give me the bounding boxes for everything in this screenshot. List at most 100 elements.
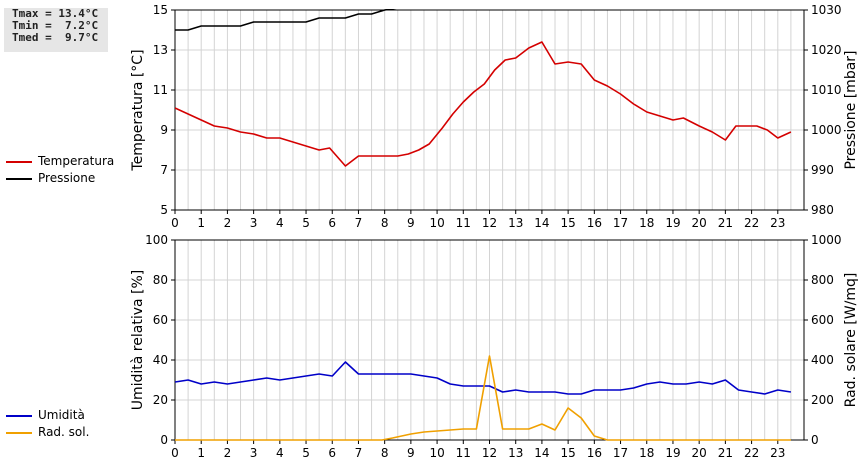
x-tick-label: 22 <box>744 446 759 460</box>
x-tick-label: 22 <box>744 216 759 230</box>
x-tick-label: 3 <box>250 216 258 230</box>
legend-top: Temperatura Pressione <box>6 153 114 187</box>
x-tick-label: 1 <box>197 216 205 230</box>
x-tick-label: 0 <box>171 216 179 230</box>
x-tick-label: 18 <box>639 446 654 460</box>
x-tick-label: 4 <box>276 216 284 230</box>
y-left-axis-label: Umidità relativa [%] <box>130 270 146 411</box>
legend-item-rad-sol: Rad. sol. <box>6 424 89 441</box>
y-left-tick-label: 7 <box>160 163 168 177</box>
stat-tmed: Tmed = 9.7°C <box>12 31 99 44</box>
x-tick-label: 18 <box>639 216 654 230</box>
x-tick-label: 8 <box>381 216 389 230</box>
x-tick-label: 15 <box>560 446 575 460</box>
y-left-axis-label: Temperatura [°C] <box>130 49 146 171</box>
x-tick-label: 11 <box>456 446 471 460</box>
y-left-tick-label: 40 <box>153 353 168 367</box>
x-tick-label: 12 <box>482 446 497 460</box>
y-left-tick-label: 11 <box>153 83 168 97</box>
stat-tmax: Tmax = 13.4°C <box>12 7 99 20</box>
y-right-tick-label: 1000 <box>811 233 842 247</box>
x-tick-label: 5 <box>302 216 310 230</box>
y-right-tick-label: 800 <box>811 273 834 287</box>
legend-label-temperatura: Temperatura <box>38 154 115 168</box>
y-left-tick-label: 60 <box>153 313 168 327</box>
x-tick-label: 10 <box>429 446 444 460</box>
legend-label-umidita: Umidità <box>38 408 85 422</box>
x-tick-label: 17 <box>613 216 628 230</box>
legend-item-pressione: Pressione <box>6 170 114 187</box>
x-tick-label: 7 <box>355 216 363 230</box>
x-tick-label: 3 <box>250 446 258 460</box>
series-line-pressione <box>175 9 397 31</box>
x-tick-label: 4 <box>276 446 284 460</box>
y-right-tick-label: 1030 <box>811 3 842 17</box>
y-right-tick-label: 200 <box>811 393 834 407</box>
legend-bottom: Umidità Rad. sol. <box>6 407 89 441</box>
x-tick-label: 17 <box>613 446 628 460</box>
x-tick-label: 1 <box>197 446 205 460</box>
stats-box: Tmax = 13.4°C Tmin = 7.2°C Tmed = 9.7°C <box>4 8 108 52</box>
x-tick-label: 19 <box>665 216 680 230</box>
legend-item-temperatura: Temperatura <box>6 153 114 170</box>
y-right-axis-label: Pressione [mbar] <box>843 50 859 169</box>
x-tick-label: 9 <box>407 446 415 460</box>
x-tick-label: 6 <box>328 446 336 460</box>
x-tick-label: 11 <box>456 216 471 230</box>
y-right-tick-label: 980 <box>811 203 834 217</box>
x-tick-label: 21 <box>718 446 733 460</box>
x-tick-label: 14 <box>534 216 549 230</box>
x-tick-label: 16 <box>587 216 602 230</box>
y-left-tick-label: 13 <box>153 43 168 57</box>
y-right-tick-label: 0 <box>811 433 819 447</box>
legend-label-rad-sol: Rad. sol. <box>38 425 90 439</box>
stat-tmin: Tmin = 7.2°C <box>12 19 99 32</box>
series-line-temperatura <box>175 41 792 167</box>
x-tick-label: 2 <box>224 216 232 230</box>
y-left-tick-label: 5 <box>160 203 168 217</box>
y-right-tick-label: 1010 <box>811 83 842 97</box>
x-tick-label: 14 <box>534 446 549 460</box>
x-tick-label: 6 <box>328 216 336 230</box>
x-tick-label: 20 <box>692 216 707 230</box>
x-tick-label: 0 <box>171 446 179 460</box>
legend-swatch-rad-sol <box>6 432 32 434</box>
x-tick-label: 2 <box>224 446 232 460</box>
series-line-rad-sol <box>175 355 791 441</box>
y-left-tick-label: 20 <box>153 393 168 407</box>
x-tick-label: 16 <box>587 446 602 460</box>
y-right-tick-label: 1020 <box>811 43 842 57</box>
y-left-tick-label: 100 <box>145 233 168 247</box>
x-tick-label: 23 <box>770 216 785 230</box>
x-tick-label: 23 <box>770 446 785 460</box>
chart-humidity-radiation: 0 1 2 3 4 5 6 7 8 9 10 11 12 13 14 15 16 17 18 19 20 21 22 2302… <box>130 233 859 460</box>
x-tick-label: 9 <box>407 216 415 230</box>
y-right-tick-label: 1000 <box>811 123 842 137</box>
x-tick-label: 5 <box>302 446 310 460</box>
chart-temperature-pressure: 0 1 2 3 4 5 6 7 8 9 10 11 12 13 14 15 16 17 18 19 20 21 22 2357… <box>130 3 859 230</box>
legend-swatch-pressione <box>6 178 32 180</box>
y-right-tick-label: 990 <box>811 163 834 177</box>
legend-swatch-temperatura <box>6 161 32 163</box>
x-tick-label: 21 <box>718 216 733 230</box>
x-tick-label: 19 <box>665 446 680 460</box>
y-right-tick-label: 600 <box>811 313 834 327</box>
y-left-tick-label: 15 <box>153 3 168 17</box>
y-right-tick-label: 400 <box>811 353 834 367</box>
legend-item-umidita: Umidità <box>6 407 89 424</box>
x-tick-label: 20 <box>692 446 707 460</box>
y-left-tick-label: 0 <box>160 433 168 447</box>
x-tick-label: 13 <box>508 446 523 460</box>
x-tick-label: 7 <box>355 446 363 460</box>
y-left-tick-label: 80 <box>153 273 168 287</box>
x-tick-label: 15 <box>560 216 575 230</box>
legend-swatch-umidita <box>6 415 32 417</box>
y-right-axis-label: Rad. solare [W/mq] <box>843 273 859 408</box>
y-left-tick-label: 9 <box>160 123 168 137</box>
x-tick-label: 13 <box>508 216 523 230</box>
legend-label-pressione: Pressione <box>38 171 96 185</box>
x-tick-label: 8 <box>381 446 389 460</box>
x-tick-label: 10 <box>429 216 444 230</box>
series-line-umidit <box>175 361 792 395</box>
x-tick-label: 12 <box>482 216 497 230</box>
